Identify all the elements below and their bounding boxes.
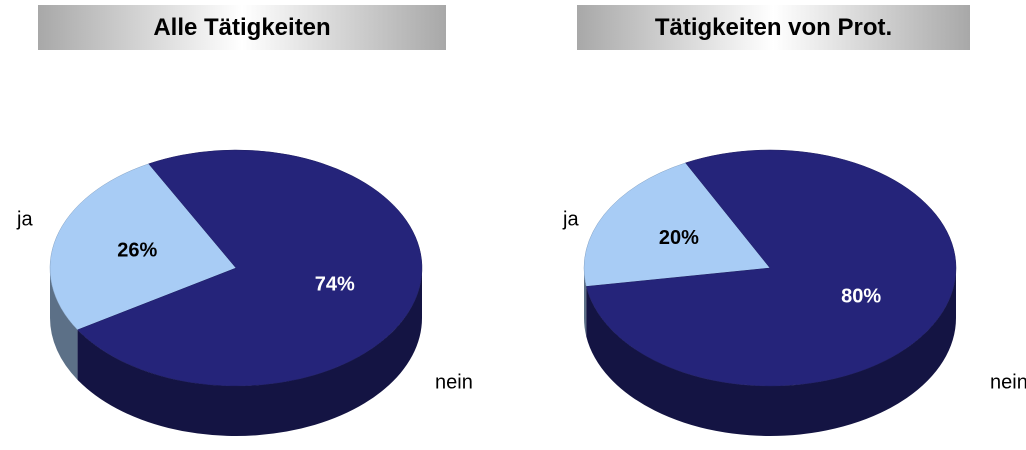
- category-label: nein: [990, 371, 1026, 393]
- chart-title: Alle Tätigkeiten: [153, 14, 330, 41]
- value-label: 20%: [659, 227, 699, 249]
- value-label: 26%: [117, 239, 157, 261]
- value-label: 80%: [841, 286, 881, 308]
- title-box: [38, 5, 446, 50]
- pie-side: [50, 268, 78, 380]
- pie-slice: [49, 163, 237, 331]
- category-label: nein: [435, 371, 473, 393]
- chart-title: Tätigkeiten von Prot.: [655, 14, 892, 41]
- category-label: ja: [16, 208, 33, 230]
- pie-slice: [77, 149, 423, 387]
- pie-slice: [583, 162, 771, 287]
- title-box: [577, 5, 970, 50]
- value-label: 74%: [315, 273, 355, 295]
- category-label: ja: [562, 208, 579, 230]
- pie-slice: [585, 149, 957, 387]
- pie-side: [77, 268, 422, 436]
- pie-side: [586, 268, 956, 436]
